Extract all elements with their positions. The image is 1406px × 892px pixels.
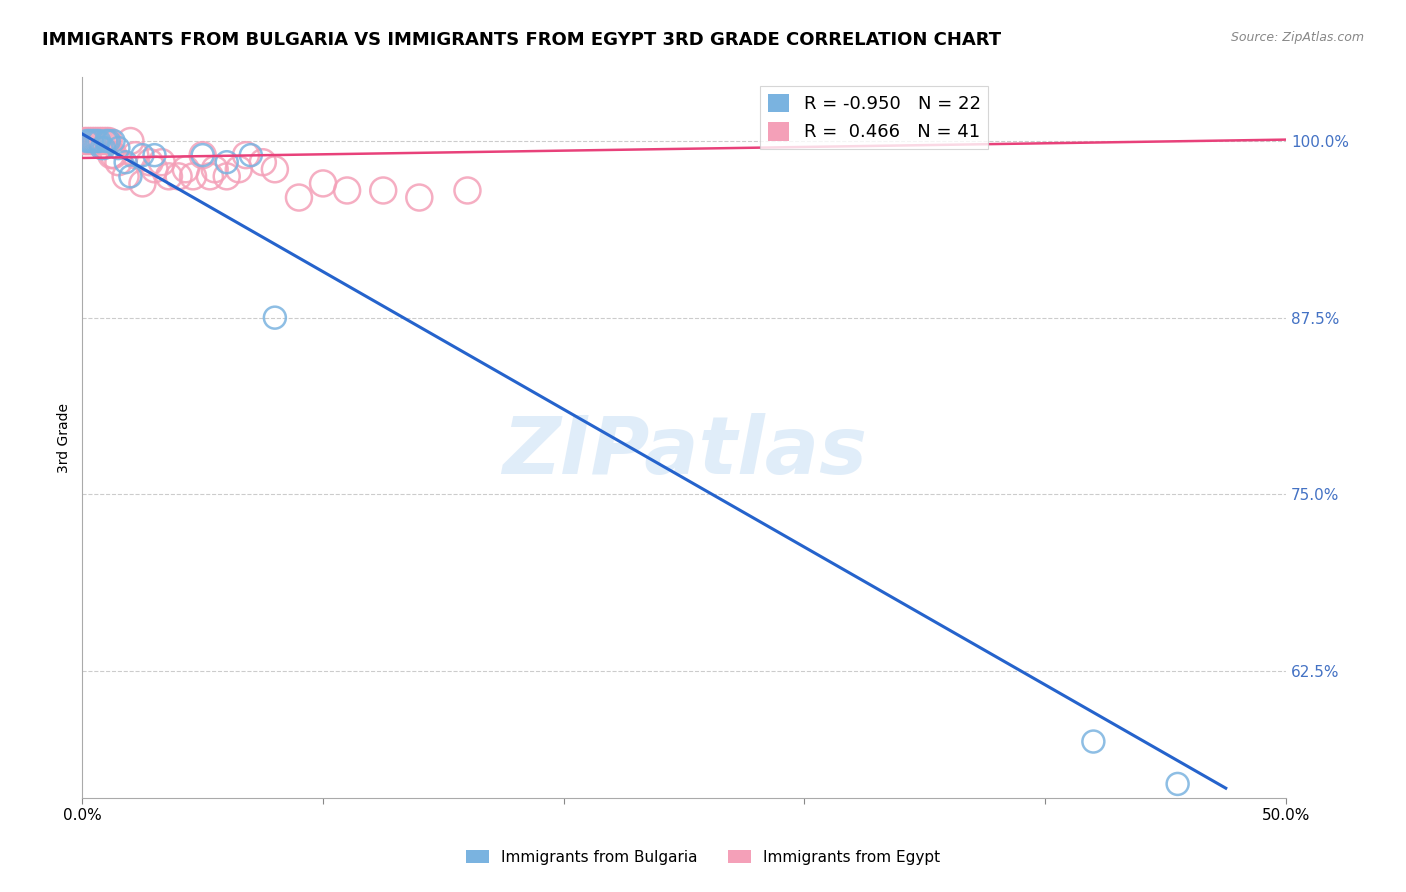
- Point: [120, 169, 142, 184]
- Point: [288, 190, 311, 204]
- Point: [312, 177, 335, 191]
- Point: [191, 148, 214, 162]
- Point: [100, 148, 122, 162]
- Legend: R = -0.950   N = 22, R =  0.466   N = 41: R = -0.950 N = 22, R = 0.466 N = 41: [761, 87, 988, 149]
- Point: [1083, 734, 1105, 748]
- Point: [228, 162, 250, 177]
- Point: [107, 155, 129, 169]
- Point: [80, 134, 103, 148]
- Point: [79, 134, 101, 148]
- Point: [336, 184, 359, 198]
- Point: [264, 310, 287, 325]
- Point: [131, 148, 153, 162]
- Point: [120, 134, 142, 148]
- Point: [215, 155, 238, 169]
- Point: [80, 134, 103, 148]
- Point: [143, 148, 166, 162]
- Point: [124, 148, 146, 162]
- Point: [114, 169, 136, 184]
- Point: [86, 134, 108, 148]
- Point: [131, 177, 153, 191]
- Point: [174, 162, 197, 177]
- Point: [76, 134, 98, 148]
- Point: [89, 134, 111, 148]
- Point: [107, 141, 129, 155]
- Point: [97, 134, 120, 148]
- Text: Source: ZipAtlas.com: Source: ZipAtlas.com: [1230, 31, 1364, 45]
- Point: [167, 169, 190, 184]
- Point: [83, 134, 105, 148]
- Point: [1167, 777, 1189, 791]
- Point: [76, 134, 98, 148]
- Point: [143, 162, 166, 177]
- Point: [103, 148, 125, 162]
- Point: [93, 134, 115, 148]
- Point: [96, 134, 118, 148]
- Legend: Immigrants from Bulgaria, Immigrants from Egypt: Immigrants from Bulgaria, Immigrants fro…: [460, 844, 946, 871]
- Point: [204, 162, 226, 177]
- Point: [138, 155, 160, 169]
- Point: [373, 184, 395, 198]
- Point: [79, 134, 101, 148]
- Point: [215, 169, 238, 184]
- Point: [93, 141, 115, 155]
- Point: [264, 162, 287, 177]
- Point: [103, 134, 125, 148]
- Point: [157, 169, 180, 184]
- Point: [181, 169, 204, 184]
- Text: ZIPatlas: ZIPatlas: [502, 413, 866, 491]
- Point: [252, 155, 274, 169]
- Point: [150, 155, 173, 169]
- Point: [191, 148, 214, 162]
- Point: [96, 134, 118, 148]
- Point: [408, 190, 430, 204]
- Point: [90, 141, 112, 155]
- Text: IMMIGRANTS FROM BULGARIA VS IMMIGRANTS FROM EGYPT 3RD GRADE CORRELATION CHART: IMMIGRANTS FROM BULGARIA VS IMMIGRANTS F…: [42, 31, 1001, 49]
- Point: [456, 184, 478, 198]
- Point: [239, 148, 262, 162]
- Point: [235, 148, 257, 162]
- Y-axis label: 3rd Grade: 3rd Grade: [58, 403, 72, 473]
- Point: [89, 134, 111, 148]
- Point: [83, 134, 105, 148]
- Point: [73, 134, 96, 148]
- Point: [97, 134, 120, 148]
- Point: [198, 169, 221, 184]
- Point: [90, 134, 112, 148]
- Point: [114, 155, 136, 169]
- Point: [86, 134, 108, 148]
